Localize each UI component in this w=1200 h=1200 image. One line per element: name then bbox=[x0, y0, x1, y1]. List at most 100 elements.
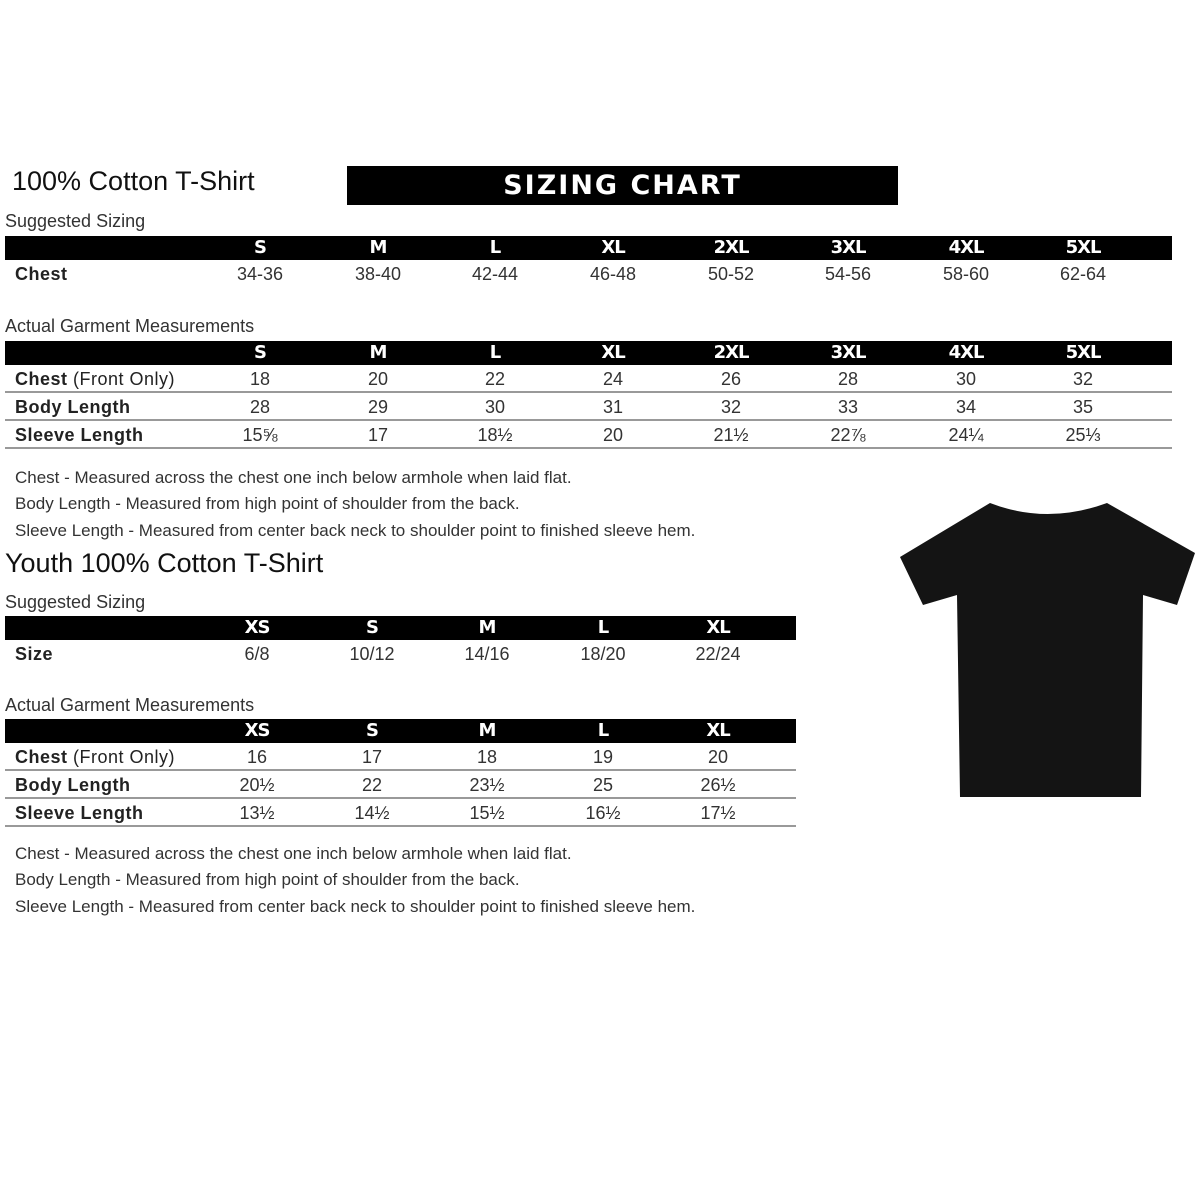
table-cell: 18½ bbox=[477, 425, 513, 445]
row-divider bbox=[5, 769, 796, 771]
table-cell: 28 bbox=[249, 397, 271, 417]
table-cell: 18 bbox=[249, 369, 271, 389]
row-label: Sleeve Length bbox=[15, 425, 144, 445]
table-cell: 34-36 bbox=[236, 264, 284, 284]
size-header: L bbox=[597, 617, 610, 638]
sizing-chart-banner: SIZING CHART bbox=[347, 166, 898, 205]
table-cell: 6/8 bbox=[244, 644, 270, 664]
row-label: Body Length bbox=[15, 397, 131, 417]
table-cell: 46-48 bbox=[589, 264, 637, 284]
table-cell: 32 bbox=[720, 397, 742, 417]
row-label: Body Length bbox=[15, 775, 131, 795]
size-header: S bbox=[254, 237, 267, 258]
table-cell: 14/16 bbox=[464, 644, 510, 664]
table-cell: 23½ bbox=[469, 775, 505, 795]
adult-note: Body Length - Measured from high point o… bbox=[15, 494, 520, 513]
table-cell: 10/12 bbox=[349, 644, 395, 664]
size-header: M bbox=[478, 720, 497, 741]
table-cell: 22 bbox=[361, 775, 383, 795]
size-header: 2XL bbox=[713, 342, 750, 363]
size-header-bar: XS S M L XL bbox=[5, 616, 796, 640]
table-cell: 31 bbox=[602, 397, 624, 417]
row-label: Size bbox=[15, 644, 54, 664]
row-divider bbox=[5, 797, 796, 799]
table-cell: 15⅝ bbox=[242, 425, 278, 445]
row-label: Chest bbox=[15, 264, 68, 284]
size-header: XS bbox=[244, 617, 271, 638]
table-cell: 18/20 bbox=[580, 644, 626, 664]
tshirt-image bbox=[900, 503, 1195, 797]
size-header: M bbox=[369, 342, 388, 363]
table-cell: 42-44 bbox=[471, 264, 519, 284]
table-cell: 35 bbox=[1072, 397, 1094, 417]
table-cell: 21½ bbox=[713, 425, 749, 445]
row-label: Sleeve Length bbox=[15, 803, 144, 823]
size-header-bar: S M L XL 2XL 3XL 4XL 5XL bbox=[5, 341, 1172, 365]
size-header: XL bbox=[601, 342, 625, 363]
size-header: 5XL bbox=[1065, 237, 1102, 258]
youth-suggested-label: Suggested Sizing bbox=[5, 592, 146, 612]
size-header: XL bbox=[601, 237, 625, 258]
table-cell: 13½ bbox=[239, 803, 275, 823]
table-cell: 38-40 bbox=[354, 264, 402, 284]
table-cell: 50-52 bbox=[707, 264, 755, 284]
adult-actual-label: Actual Garment Measurements bbox=[5, 316, 255, 336]
size-header: M bbox=[369, 237, 388, 258]
youth-title: Youth 100% Cotton T-Shirt bbox=[5, 548, 324, 578]
table-cell: 33 bbox=[837, 397, 859, 417]
table-cell: 20 bbox=[707, 747, 729, 767]
table-cell: 16 bbox=[246, 747, 268, 767]
table-cell: 25 bbox=[592, 775, 614, 795]
size-header: S bbox=[254, 342, 267, 363]
size-header-bar: S M L XL 2XL 3XL 4XL 5XL bbox=[5, 236, 1172, 260]
row-label: Chest (Front Only) bbox=[15, 747, 176, 767]
table-cell: 14½ bbox=[354, 803, 390, 823]
size-header: XL bbox=[706, 720, 730, 741]
table-cell: 34 bbox=[955, 397, 977, 417]
youth-note: Chest - Measured across the chest one in… bbox=[15, 844, 572, 863]
table-cell: 62-64 bbox=[1059, 264, 1107, 284]
size-header: 3XL bbox=[830, 342, 867, 363]
row-divider bbox=[5, 825, 796, 827]
table-cell: 17 bbox=[361, 747, 383, 767]
table-cell: 54-56 bbox=[824, 264, 872, 284]
table-cell: 19 bbox=[592, 747, 614, 767]
size-header: L bbox=[597, 720, 610, 741]
size-header: 3XL bbox=[830, 237, 867, 258]
table-cell: 58-60 bbox=[942, 264, 990, 284]
row-divider bbox=[5, 419, 1172, 421]
table-cell: 24¼ bbox=[948, 425, 984, 445]
size-header: XL bbox=[706, 617, 730, 638]
size-header: L bbox=[489, 237, 502, 258]
table-cell: 30 bbox=[955, 369, 977, 389]
table-cell: 32 bbox=[1072, 369, 1094, 389]
adult-suggested-label: Suggested Sizing bbox=[5, 211, 146, 231]
adult-note: Sleeve Length - Measured from center bac… bbox=[15, 521, 696, 540]
table-cell: 18 bbox=[476, 747, 498, 767]
size-header: XS bbox=[244, 720, 271, 741]
table-cell: 20 bbox=[602, 425, 624, 445]
size-header: 5XL bbox=[1065, 342, 1102, 363]
table-cell: 16½ bbox=[585, 803, 621, 823]
table-cell: 17½ bbox=[700, 803, 736, 823]
youth-actual-label: Actual Garment Measurements bbox=[5, 695, 255, 715]
youth-note: Sleeve Length - Measured from center bac… bbox=[15, 897, 696, 916]
row-label: Chest (Front Only) bbox=[15, 369, 176, 389]
table-cell: 22 bbox=[484, 369, 506, 389]
row-divider bbox=[5, 447, 1172, 449]
row-divider bbox=[5, 391, 1172, 393]
table-cell: 26 bbox=[720, 369, 742, 389]
size-header-bar: XS S M L XL bbox=[5, 719, 796, 743]
youth-note: Body Length - Measured from high point o… bbox=[15, 870, 520, 889]
adult-note: Chest - Measured across the chest one in… bbox=[15, 468, 572, 487]
table-cell: 20½ bbox=[239, 775, 275, 795]
table-cell: 22⅞ bbox=[830, 425, 866, 445]
table-cell: 24 bbox=[602, 369, 624, 389]
size-header: M bbox=[478, 617, 497, 638]
size-header: S bbox=[366, 617, 379, 638]
table-cell: 29 bbox=[367, 397, 389, 417]
table-cell: 15½ bbox=[469, 803, 505, 823]
table-cell: 26½ bbox=[700, 775, 736, 795]
table-cell: 17 bbox=[367, 425, 389, 445]
size-header: 2XL bbox=[713, 237, 750, 258]
